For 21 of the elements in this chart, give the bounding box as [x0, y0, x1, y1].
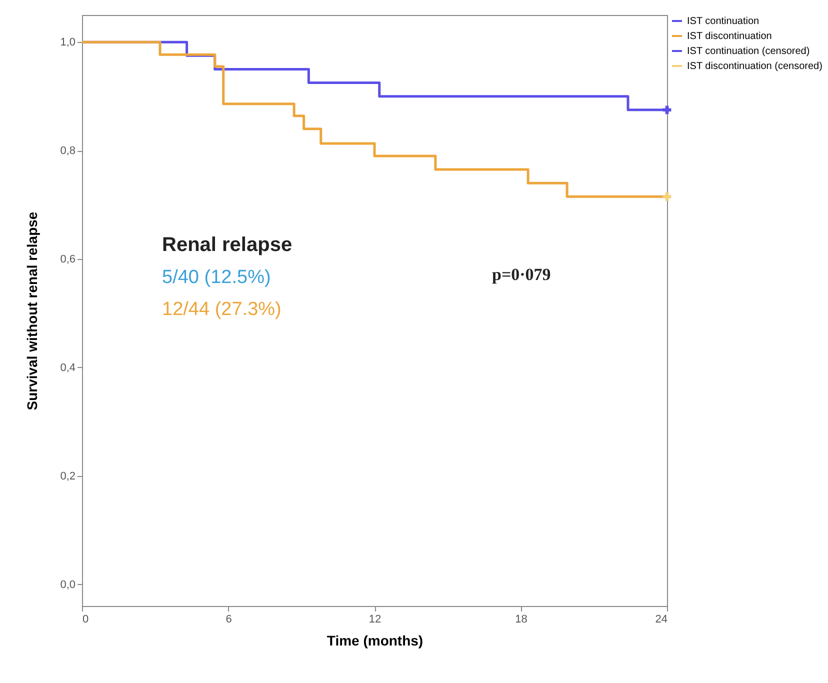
legend-label: IST discontinuation (censored)	[687, 61, 822, 72]
annotation: p=0·079	[492, 265, 551, 284]
annotation: 12/44 (27.3%)	[162, 299, 282, 320]
x-tick-label: 0	[82, 614, 89, 626]
annotation: Renal relapse	[162, 234, 292, 256]
legend-label: IST continuation	[687, 16, 760, 27]
x-tick-label: 18	[515, 614, 528, 626]
x-tick-label: 6	[226, 614, 232, 626]
x-tick-label: 12	[368, 614, 382, 626]
y-tick-label: 1,0	[60, 36, 76, 49]
legend-label: IST continuation (censored)	[687, 46, 810, 57]
x-axis-title: Time (months)	[326, 632, 424, 648]
y-tick-label: 0,2	[60, 470, 76, 482]
y-axis-title: Survival without renal relapse	[24, 212, 40, 410]
x-tick-label: 24	[655, 614, 668, 626]
legend-label: IST discontinuation	[687, 31, 772, 42]
y-tick-label: 0,0	[60, 578, 76, 591]
y-tick-label: 0,6	[60, 253, 76, 266]
y-tick-label: 0,8	[60, 145, 76, 158]
y-tick-label: 0,4	[60, 362, 76, 374]
annotation: 5/40 (12.5%)	[162, 267, 271, 288]
